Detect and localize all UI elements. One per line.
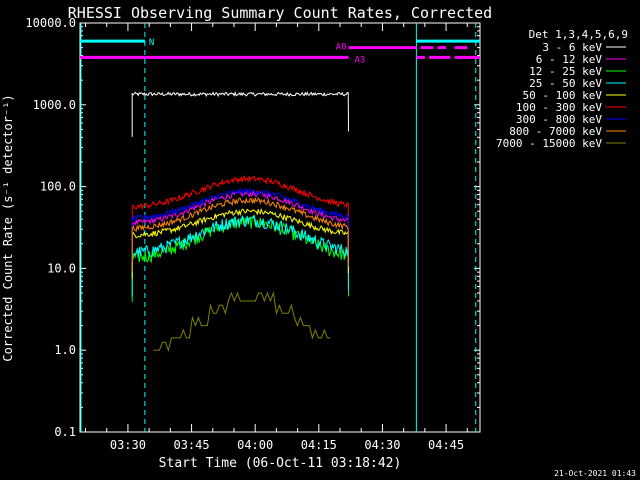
flag-bar-label: A3 — [355, 55, 366, 65]
series-line — [131, 207, 349, 279]
legend-title: Det 1,3,4,5,6,9 — [529, 28, 628, 41]
x-tick-label: 04:30 — [364, 438, 400, 452]
legend-label: 800 - 7000 keV — [509, 125, 602, 138]
legend-label: 300 - 800 keV — [516, 113, 602, 126]
flag-bar-label: N — [149, 38, 154, 48]
series-line — [153, 291, 331, 352]
x-tick-label: 04:00 — [237, 438, 273, 452]
legend-label: 100 - 300 keV — [516, 101, 602, 114]
legend-label: 3 - 6 keV — [542, 41, 602, 54]
legend-label: 12 - 25 keV — [529, 65, 602, 78]
series-line — [131, 174, 349, 251]
flag-bar-label: A0 — [336, 43, 347, 53]
y-tick-label: 10000.0 — [25, 16, 76, 30]
y-tick-label: 0.1 — [54, 425, 76, 439]
legend-label: 50 - 100 keV — [523, 89, 603, 102]
y-tick-label: 1.0 — [54, 343, 76, 357]
footer-date: 21-Oct-2021 01:43 — [554, 469, 636, 478]
x-tick-label: 03:30 — [110, 438, 146, 452]
series-line — [131, 214, 349, 297]
series-line — [131, 187, 349, 262]
x-tick-label: 04:15 — [301, 438, 337, 452]
y-tick-label: 1000.0 — [33, 98, 76, 112]
x-axis-label: Start Time (06-Oct-11 03:18:42) — [159, 456, 402, 471]
plot-frame — [79, 22, 481, 433]
y-tick-label: 100.0 — [40, 180, 76, 194]
x-tick-label: 03:45 — [173, 438, 209, 452]
legend-label: 7000 - 15000 keV — [496, 137, 602, 150]
series-line — [131, 196, 349, 273]
y-axis-label: Corrected Count Rate (s⁻¹ detector⁻¹) — [1, 94, 15, 361]
y-tick-label: 10.0 — [47, 261, 76, 275]
legend-label: 25 - 50 keV — [529, 77, 602, 90]
series-line — [131, 189, 349, 267]
legend-label: 6 - 12 keV — [536, 53, 603, 66]
x-tick-label: 04:45 — [428, 438, 464, 452]
series-line — [131, 91, 349, 137]
chart-title: RHESSI Observing Summary Count Rates, Co… — [68, 4, 492, 22]
